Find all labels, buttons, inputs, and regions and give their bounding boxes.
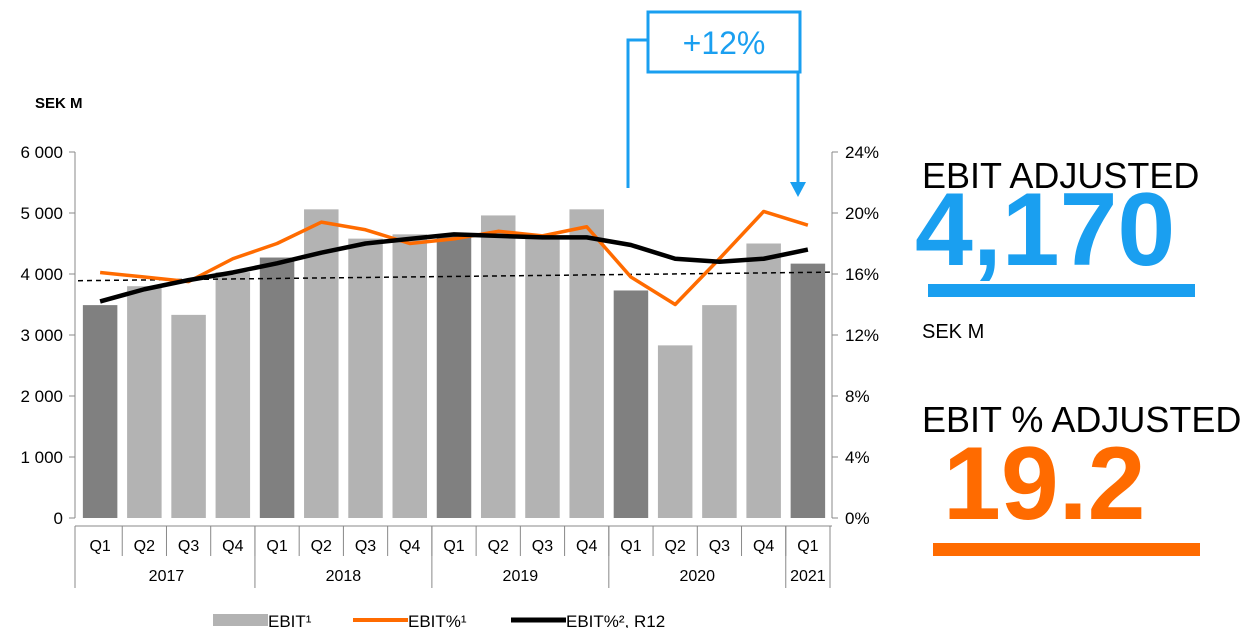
y-tick-label: 1 000 <box>20 448 63 467</box>
arrow-head <box>790 182 806 197</box>
line <box>99 232 809 304</box>
y-axis-label: SEK M <box>35 95 83 112</box>
y-tick-label: 6 000 <box>20 143 63 162</box>
bar <box>259 257 295 518</box>
y-tick-label: 0 <box>54 509 63 528</box>
x-tick-label: Q1 <box>797 538 818 555</box>
x-tick-label: Q3 <box>355 538 376 555</box>
x-tick-label: Q3 <box>709 538 730 555</box>
x-tick-label: Q2 <box>134 538 155 555</box>
kpi-value: 4,170 <box>915 172 1175 288</box>
bar <box>657 345 693 518</box>
kpi-title: EBIT ADJUSTED <box>922 155 1199 196</box>
x-tick-label: Q1 <box>89 538 110 555</box>
bracket <box>626 38 648 188</box>
x-tick-label: Q2 <box>311 538 332 555</box>
bar <box>790 263 826 518</box>
bar <box>525 236 560 518</box>
y-tick-label: 4 000 <box>20 265 63 284</box>
x-tick-label: Q1 <box>266 538 287 555</box>
x-group-label: 2018 <box>326 568 362 585</box>
kpi-title: EBIT % ADJUSTED <box>922 399 1241 440</box>
x-group-label: 2020 <box>679 568 715 585</box>
bar <box>215 272 251 518</box>
y2-tick-label: 16% <box>845 265 879 284</box>
x-tick-label: Q3 <box>178 538 199 555</box>
bar <box>569 209 604 518</box>
x-tick-label: Q4 <box>753 538 774 555</box>
x-tick-label: Q1 <box>620 538 641 555</box>
bar <box>613 290 649 518</box>
bar <box>348 238 383 518</box>
kpi-underline <box>933 543 1200 556</box>
y2-tick-label: 0% <box>845 509 870 528</box>
x-tick-label: Q3 <box>532 538 553 555</box>
legend-label: EBIT%¹ <box>408 612 467 628</box>
annotation: +12% <box>626 10 806 197</box>
y2-tick-label: 12% <box>845 326 879 345</box>
y-tick-label: 2 000 <box>20 387 63 406</box>
x-tick-label: Q1 <box>443 538 464 555</box>
x-tick-label: Q4 <box>399 538 420 555</box>
x-group-label: 2019 <box>503 568 539 585</box>
line <box>99 209 809 307</box>
x-group-label: 2021 <box>790 568 826 585</box>
bar <box>746 243 781 518</box>
x-tick-label: Q4 <box>576 538 597 555</box>
kpi-underline <box>928 284 1195 297</box>
y-tick-label: 3 000 <box>20 326 63 345</box>
kpi-value: 19.2 <box>943 426 1145 542</box>
bar <box>82 305 118 518</box>
x-tick-label: Q4 <box>222 538 243 555</box>
y-tick-label: 5 000 <box>20 204 63 223</box>
bar <box>480 215 516 518</box>
annotation-text: +12% <box>683 25 766 61</box>
y2-tick-label: 24% <box>845 143 879 162</box>
annotation-box <box>646 10 802 74</box>
bar <box>171 314 206 518</box>
bar <box>127 286 162 518</box>
x-group-label: 2017 <box>149 568 185 585</box>
bar <box>304 209 339 518</box>
y2-tick-label: 8% <box>845 387 870 406</box>
bar <box>702 305 737 518</box>
y2-tick-label: 4% <box>845 448 870 467</box>
bar <box>392 234 428 518</box>
legend-label: EBIT¹ <box>268 612 312 628</box>
kpi-unit: SEK M <box>922 321 984 343</box>
legend-label: EBIT%², R12 <box>566 612 665 628</box>
legend-swatch <box>213 614 268 626</box>
x-tick-label: Q2 <box>665 538 686 555</box>
x-tick-label: Q2 <box>488 538 509 555</box>
y2-tick-label: 20% <box>845 204 879 223</box>
bar <box>436 236 472 518</box>
